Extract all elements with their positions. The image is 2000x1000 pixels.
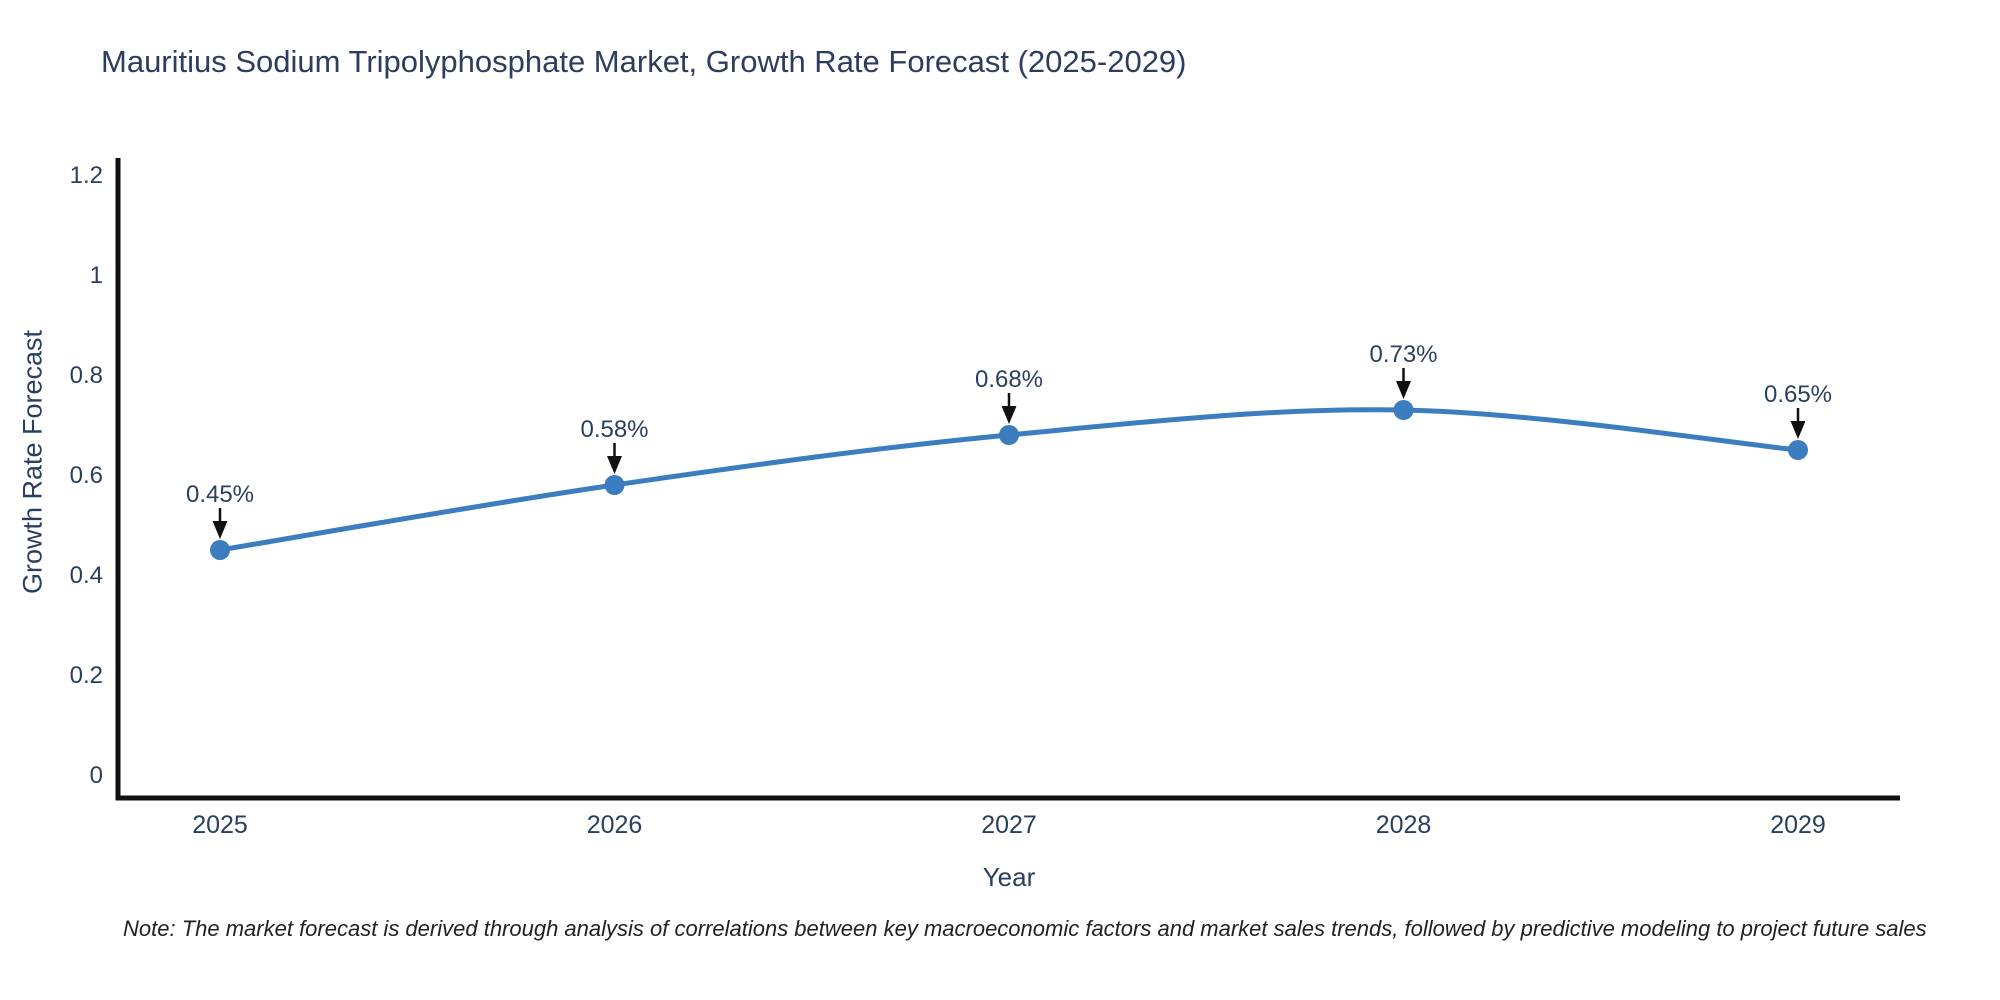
data-point-marker[interactable]	[999, 425, 1019, 445]
annotation-arrowhead	[212, 521, 228, 539]
annotation-arrowhead	[1396, 381, 1411, 399]
x-tick-label: 2027	[981, 811, 1037, 839]
point-value-label: 0.73%	[1369, 341, 1437, 368]
y-tick-label: 0.2	[70, 662, 103, 689]
y-tick-label: 0.8	[70, 362, 103, 389]
point-value-label: 0.65%	[1764, 381, 1832, 408]
footnote: Note: The market forecast is derived thr…	[123, 916, 1927, 941]
y-tick-label: 1.2	[70, 162, 103, 189]
data-point-marker[interactable]	[604, 475, 625, 495]
x-tick-label: 2029	[1770, 811, 1826, 839]
annotation-arrowhead	[1790, 421, 1806, 439]
y-tick-label: 0.6	[70, 462, 103, 489]
x-tick-label: 2028	[1376, 811, 1432, 839]
point-value-label: 0.58%	[580, 416, 648, 443]
y-tick-label: 0	[90, 762, 103, 789]
data-point-marker[interactable]	[1393, 400, 1414, 420]
data-point-marker[interactable]	[210, 540, 230, 560]
y-tick-label: 0.4	[70, 562, 103, 589]
chart-title: Mauritius Sodium Tripolyphosphate Market…	[101, 44, 1187, 79]
data-point-marker[interactable]	[1788, 440, 1808, 460]
x-tick-label: 2026	[587, 811, 643, 839]
x-axis-title: Year	[982, 862, 1036, 892]
annotation-arrowhead	[1001, 406, 1017, 424]
point-value-label: 0.68%	[975, 366, 1043, 393]
y-tick-label: 1	[90, 262, 103, 289]
annotation-arrowhead	[607, 456, 622, 474]
x-tick-label: 2025	[192, 811, 248, 839]
point-value-label: 0.45%	[186, 481, 254, 508]
